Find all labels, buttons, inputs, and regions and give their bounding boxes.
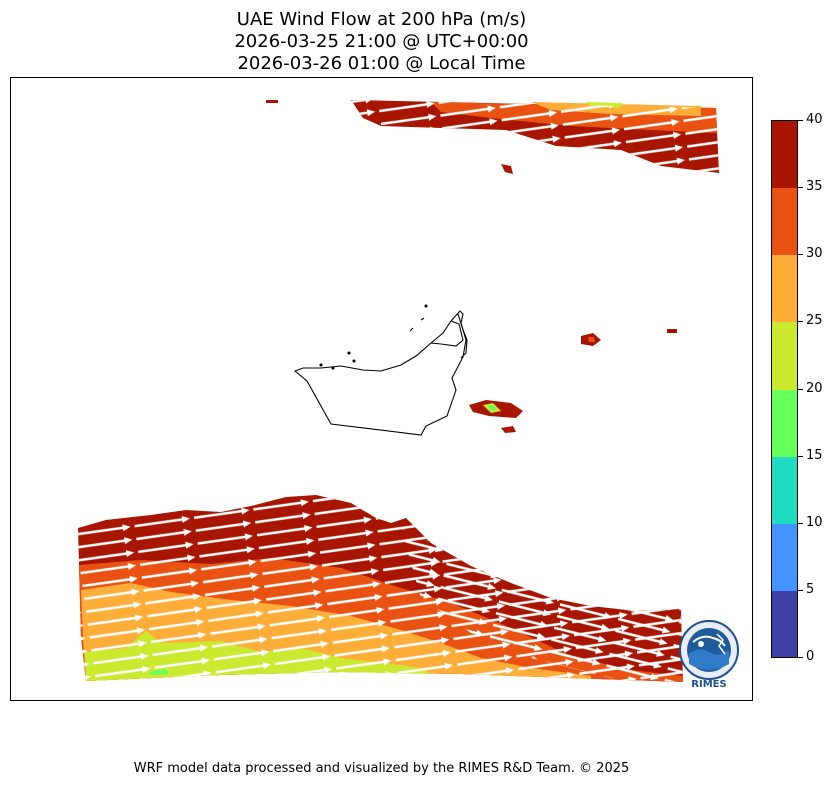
colorbar-bin-35-40 <box>772 121 797 188</box>
colorbar-bin-0-5 <box>772 591 797 657</box>
colorbar-tick <box>798 389 803 390</box>
colorbar-tick-label: 15 <box>806 448 823 463</box>
colorbar-tick-label: 30 <box>806 246 823 261</box>
colorbar-tick <box>798 321 803 322</box>
map-title: UAE Wind Flow at 200 hPa (m/s) <box>236 9 527 30</box>
colorbar <box>771 120 798 658</box>
map-panel <box>10 77 753 701</box>
colorbar-tick-label: 40 <box>806 112 823 127</box>
colorbar-tick <box>798 657 803 658</box>
north-wind-band <box>266 100 719 174</box>
south-wind-band <box>78 495 683 682</box>
colorbar-bin-15-20 <box>772 390 797 457</box>
colorbar-tick-label: 0 <box>806 649 815 664</box>
colorbar-bin-25-30 <box>772 255 797 322</box>
uae-boundary <box>293 304 468 436</box>
colorbar-tick <box>798 187 803 188</box>
colorbar-bin-30-35 <box>772 188 797 255</box>
colorbar-tick-label: 35 <box>806 179 823 194</box>
colorbar-tick <box>798 523 803 524</box>
colorbar-bin-10-15 <box>772 457 797 524</box>
local-time: 2026-03-26 01:00 @ Local Time <box>237 53 526 74</box>
colorbar-tick <box>798 120 803 121</box>
logo-text: RIMES <box>691 679 726 690</box>
colorbar-bin-5-10 <box>772 524 797 591</box>
central-wind-patches <box>469 329 677 433</box>
wind-map <box>78 100 719 682</box>
colorbar-bin-20-25 <box>772 322 797 390</box>
colorbar-tick-label: 25 <box>806 313 823 328</box>
colorbar-tick-label: 5 <box>806 582 815 597</box>
colorbar-tick <box>798 456 803 457</box>
utc-time: 2026-03-25 21:00 @ UTC+00:00 <box>234 31 529 52</box>
footer-credit: WRF model data processed and visualized … <box>133 761 630 776</box>
rimes-logo: RIMES <box>677 620 741 690</box>
colorbar-tick <box>798 254 803 255</box>
colorbar-tick-label: 10 <box>806 515 823 530</box>
colorbar-tick-label: 20 <box>806 381 823 396</box>
colorbar-tick <box>798 590 803 591</box>
